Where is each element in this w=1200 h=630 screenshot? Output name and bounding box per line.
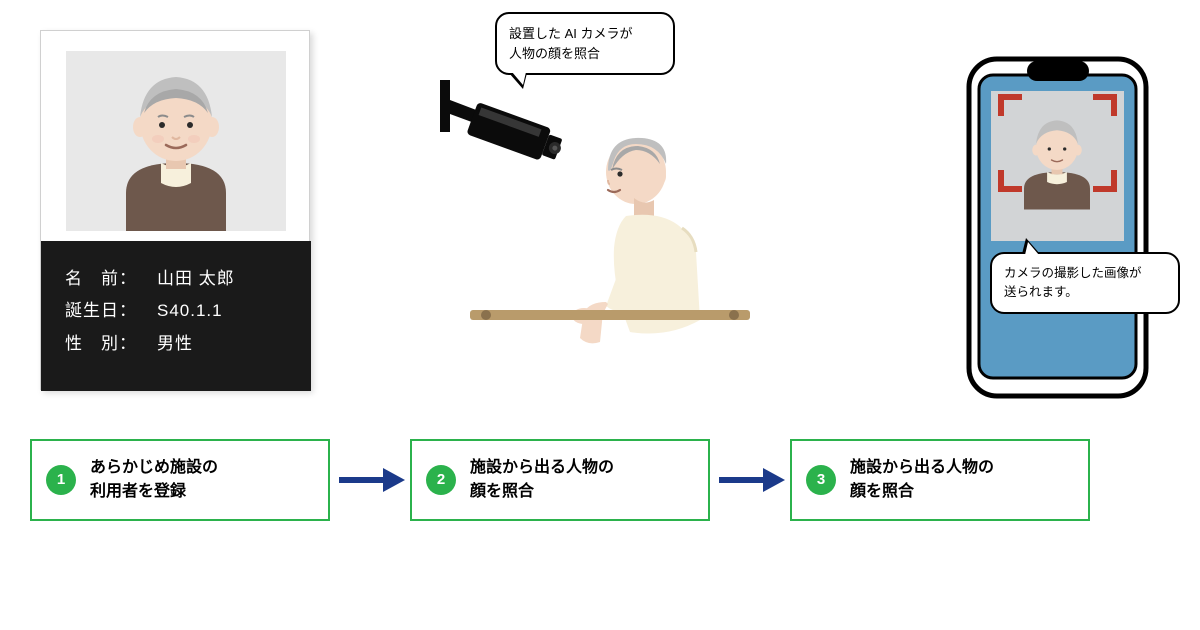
info-value: 男性 [157,328,193,360]
info-value: 山田 太郎 [157,263,235,295]
security-camera-icon [440,80,566,166]
diagram-canvas: 名 前： 山田 太郎 誕生日： S40.1.1 性 別： 男性 設置した AI … [0,0,1200,630]
step-badge: 1 [46,465,76,495]
steps-row: 1 あらかじめ施設の 利用者を登録 2 施設から出る人物の 顔を照合 3 施設か… [30,430,1170,530]
info-label: 性 別： [65,328,157,360]
arrow-icon [330,465,410,495]
step-number: 1 [57,469,65,492]
info-label: 誕生日： [65,295,157,327]
bubble-text: カメラの撮影した画像が 送られます。 [1004,266,1142,299]
step-text: 施設から出る人物の 顔を照合 [850,456,994,504]
phone-speech-bubble: カメラの撮影した画像が 送られます。 [990,252,1180,314]
smartphone-icon [965,55,1150,400]
step-text: あらかじめ施設の 利用者を登録 [90,456,218,504]
bubble-tail-icon [1022,238,1040,254]
registration-card: 名 前： 山田 太郎 誕生日： S40.1.1 性 別： 男性 [40,30,310,390]
camera-scene [430,20,800,390]
arrow-icon [710,465,790,495]
info-label: 名 前： [65,263,157,295]
step-text: 施設から出る人物の 顔を照合 [470,456,614,504]
elderly-front-icon [66,51,286,231]
registration-photo [66,51,286,231]
info-row-name: 名 前： 山田 太郎 [65,263,287,295]
info-value: S40.1.1 [157,295,223,327]
registration-info: 名 前： 山田 太郎 誕生日： S40.1.1 性 別： 男性 [41,241,311,391]
step-badge: 2 [426,465,456,495]
step-badge: 3 [806,465,836,495]
step-number: 2 [437,469,445,492]
step-number: 3 [817,469,825,492]
handrail-icon [470,310,750,320]
smartphone [965,55,1150,400]
step-box-3: 3 施設から出る人物の 顔を照合 [790,439,1090,521]
camera-scene-svg [430,20,800,390]
info-row-gender: 性 別： 男性 [65,328,287,360]
step-box-2: 2 施設から出る人物の 顔を照合 [410,439,710,521]
info-row-birthday: 誕生日： S40.1.1 [65,295,287,327]
step-box-1: 1 あらかじめ施設の 利用者を登録 [30,439,330,521]
